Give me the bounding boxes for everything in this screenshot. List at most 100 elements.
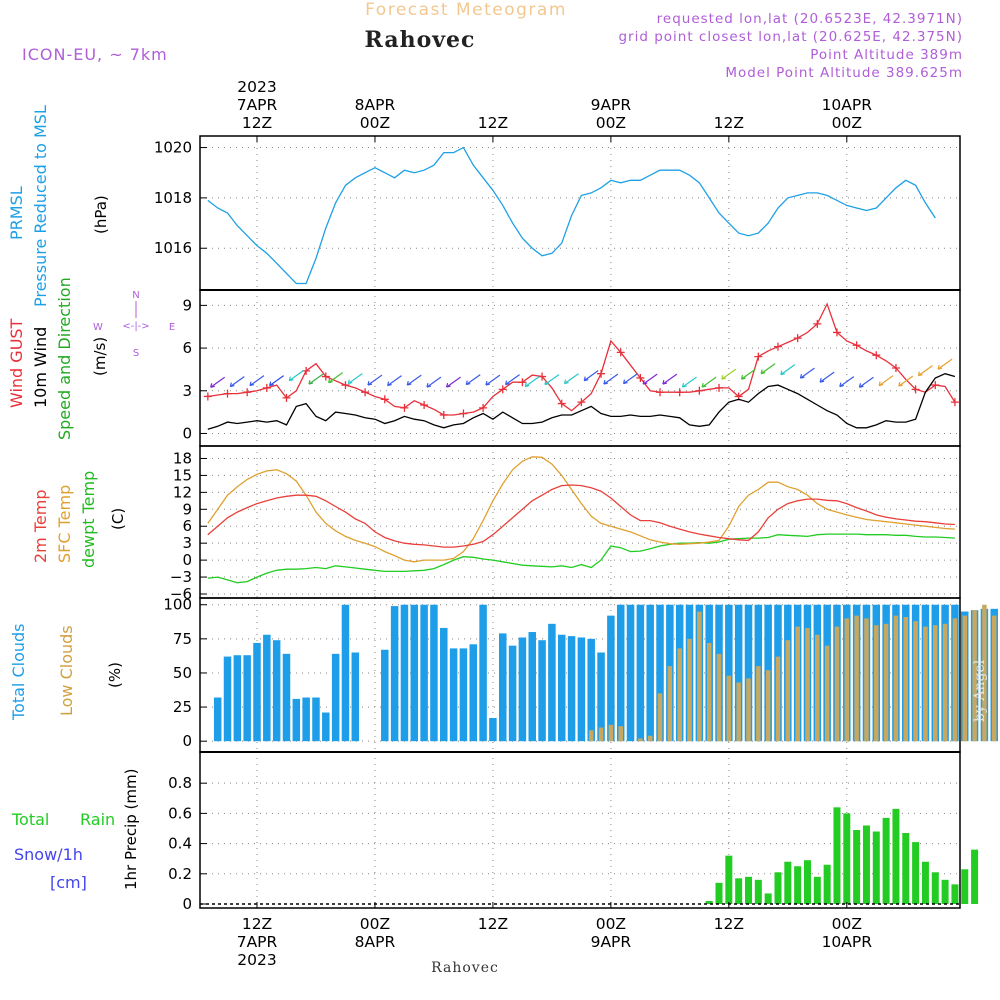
low-clouds-label: Low Clouds [57, 625, 76, 716]
location-title: Rahovec [365, 27, 476, 53]
wind-barb-shaft [859, 376, 874, 388]
ytick-label-temperature: −6 [170, 585, 192, 603]
gust-marker [203, 392, 212, 401]
total-cloud-bar [734, 604, 743, 742]
ytick-label-precipitation: 0.2 [168, 865, 192, 883]
bottom-time-label: 12Z [478, 915, 508, 933]
total-cloud-bar [548, 623, 556, 742]
wind-barb-shaft [387, 375, 402, 387]
wind-barb [269, 375, 285, 387]
total-cloud-bar [331, 653, 340, 742]
wind-barb-head [583, 376, 589, 382]
precip-bar [803, 860, 811, 904]
wind-10m-label: 10m Wind [31, 327, 50, 408]
total-cloud-bar [518, 637, 527, 742]
precip-bar [902, 833, 910, 904]
snow-label: Snow/1h [14, 845, 83, 864]
wind-barb-head [524, 382, 530, 388]
gust-marker [931, 381, 940, 390]
wind-barb [347, 373, 363, 385]
wind-barb-head [288, 376, 294, 382]
wind-barb [288, 370, 304, 382]
gust-marker [715, 383, 724, 392]
wind-barb-head [917, 371, 923, 377]
wind-barb-shaft [249, 375, 265, 387]
precip-bar [735, 878, 743, 904]
total-cloud-bar [420, 604, 428, 742]
line-marks [200, 146, 960, 905]
top-time-label: 7APR [237, 96, 278, 114]
ytick-label-precipitation: 0.4 [168, 835, 192, 853]
precip-bar [784, 861, 792, 904]
low-cloud-bar [677, 648, 682, 742]
wind-barb [799, 367, 815, 379]
ytick-label-pressure: 1020 [154, 139, 192, 157]
low-cloud-bar [667, 666, 673, 742]
wind-barb-head [563, 379, 569, 385]
wind-barb-head [229, 382, 235, 388]
wind-barb-shaft [800, 367, 815, 379]
gust-marker [538, 372, 547, 381]
wind-barb [367, 374, 383, 386]
total-cloud-bar [538, 640, 546, 742]
gust-marker [597, 369, 606, 378]
ytick-label-clouds: 0 [182, 732, 192, 750]
wind-barb-shaft [937, 358, 953, 370]
wind-barb-shaft [721, 368, 737, 380]
wind-barb-shaft [780, 364, 796, 376]
low-cloud-bar [726, 675, 732, 742]
total-cloud-bar [557, 634, 566, 742]
gust-marker [459, 409, 468, 418]
snow-unit-label: [cm] [50, 873, 87, 892]
wind-barb [504, 374, 520, 386]
wind-barb [308, 373, 324, 385]
t2m-label: 2m Temp [31, 490, 50, 564]
wind-barb-shaft [878, 375, 894, 387]
bottom-time-label: 00Z [360, 915, 390, 933]
wind-barb-head [642, 379, 648, 385]
precip-bar [813, 876, 821, 904]
total-cloud-bar [243, 655, 251, 742]
total-cloud-bar [744, 604, 753, 742]
ytick-label-pressure: 1018 [154, 189, 192, 207]
wind-barb-shaft [465, 374, 481, 386]
low-cloud-bar [697, 611, 702, 742]
compass-w: W [93, 322, 103, 333]
wind-barb [662, 373, 678, 385]
panel-frame-pressure [199, 135, 961, 291]
wind-barb-shaft [583, 370, 599, 382]
total-cloud-bar [430, 604, 438, 742]
pressure-unit-label: (hPa) [92, 195, 110, 234]
wind-barb-head [937, 365, 943, 370]
precip-bar [705, 900, 713, 904]
total-cloud-bar [312, 697, 320, 742]
precip-bar [912, 842, 920, 904]
model-point-altitude: Model Point Altitude 389.625m [725, 65, 963, 81]
compass-s: S [133, 348, 139, 359]
wind-barb-shaft [269, 375, 285, 387]
axis-ticks: 1016101810200369−6−303691215180255075100… [154, 78, 872, 969]
wind-barb [583, 370, 599, 382]
gust-marker [420, 401, 429, 409]
wind-barb-head [701, 382, 707, 388]
gust-marker [813, 319, 822, 328]
low-cloud-bar [756, 666, 761, 742]
wind-barb [524, 376, 540, 388]
bottom-time-label: 00Z [832, 915, 862, 933]
top-time-label: 12Z [242, 114, 272, 132]
top-time-label: 2023 [237, 78, 276, 96]
total-cloud-bar [469, 644, 478, 742]
wind-barb [740, 368, 756, 380]
total-cloud-bar [577, 637, 586, 742]
total-cloud-bar [223, 656, 232, 742]
wind-barb-shaft [623, 373, 638, 385]
gust-marker [616, 348, 625, 357]
precip-bar [794, 866, 802, 904]
wind-barb-shaft [544, 374, 560, 386]
precip-bar [941, 879, 949, 904]
wind-barb [917, 365, 933, 377]
total-cloud-bar [351, 652, 360, 742]
wind-barb-head [760, 369, 766, 375]
low-cloud-bar [923, 626, 928, 742]
